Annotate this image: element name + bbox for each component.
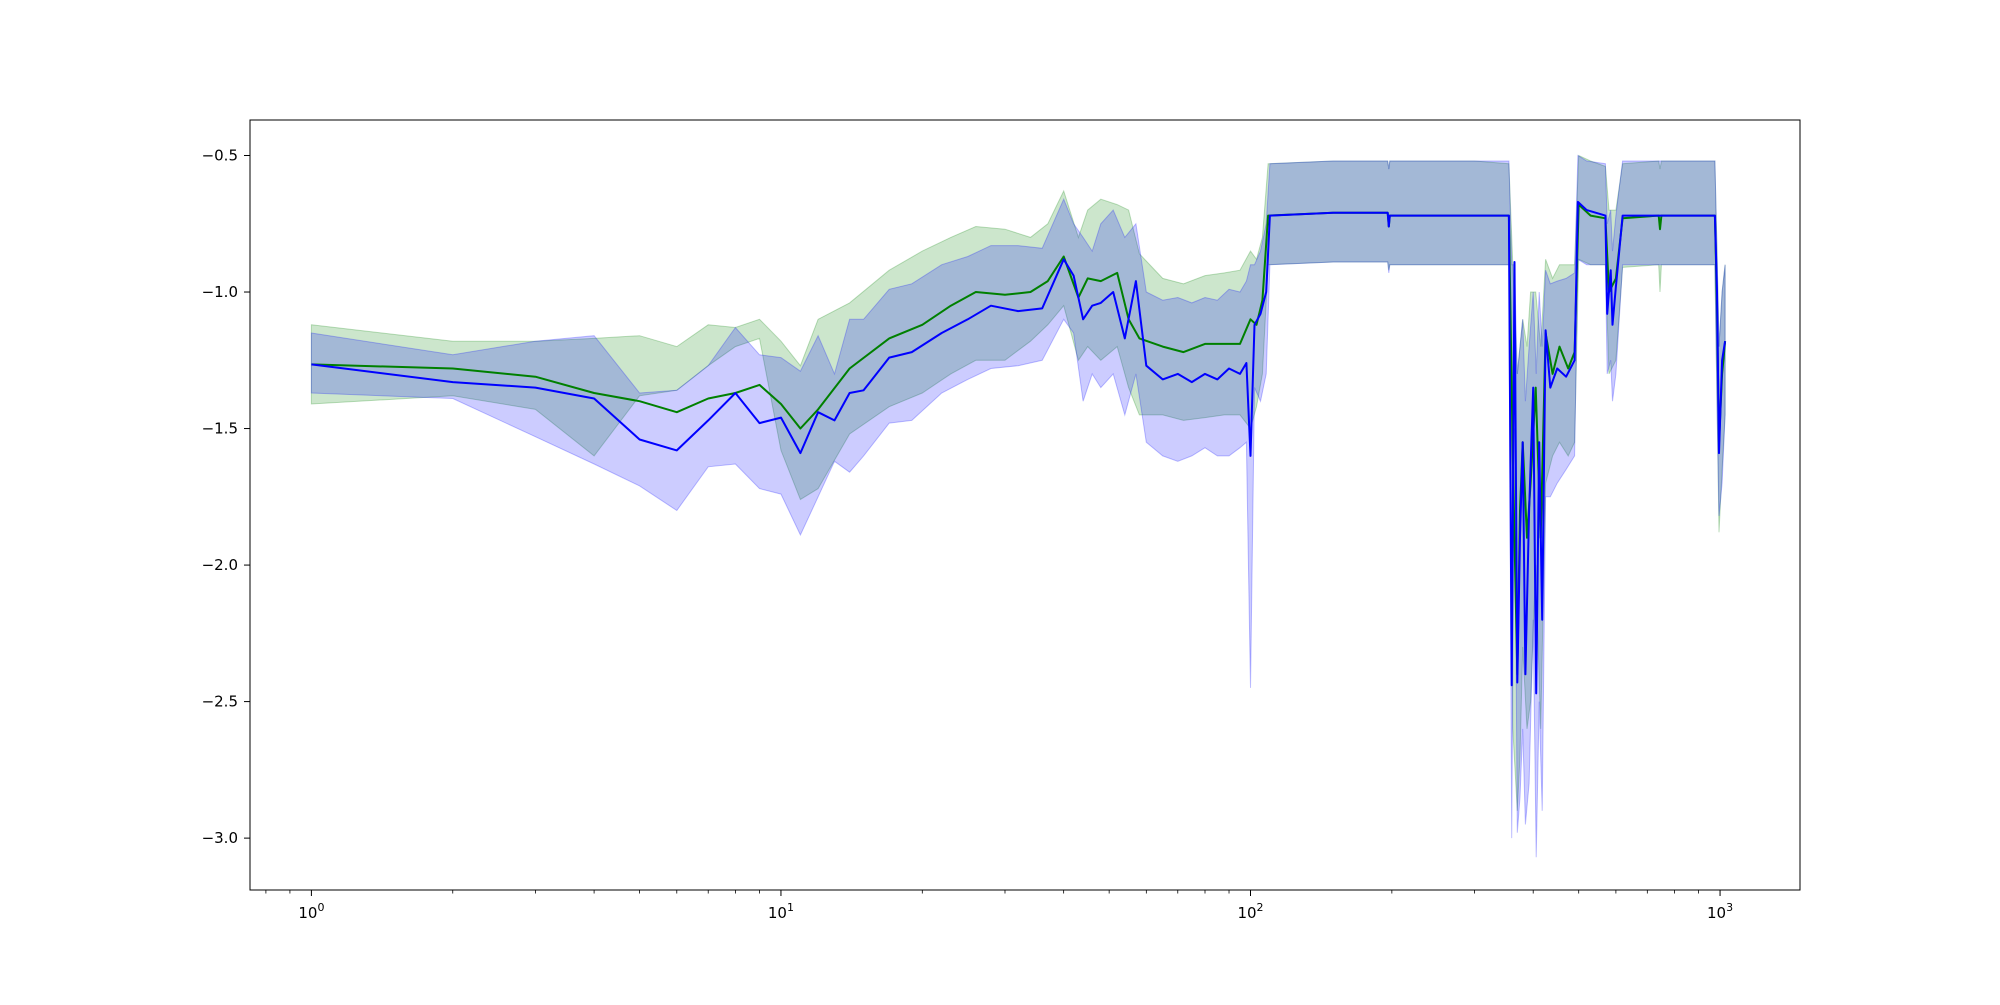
y-axis: −0.5 −1.0 −1.5 −2.0 −2.5 −3.0 xyxy=(202,146,250,847)
x-tick-label: 102 xyxy=(1237,901,1263,922)
y-tick-label: −1.0 xyxy=(202,283,238,301)
series-1-line xyxy=(311,203,1727,676)
y-tick-label: −2.0 xyxy=(202,556,238,574)
x-tick-label: 100 xyxy=(298,901,324,922)
y-tick-label: −2.5 xyxy=(202,693,238,711)
x-tick-label: 101 xyxy=(768,901,794,922)
x-tick-label: 103 xyxy=(1707,901,1733,922)
plot-frame xyxy=(249,119,1801,891)
y-tick-label: −3.0 xyxy=(202,829,238,847)
series-1-band xyxy=(310,154,1726,811)
x-axis: 100 101 102 103 xyxy=(265,890,1733,922)
y-tick-label: −1.5 xyxy=(202,420,238,438)
series-lines xyxy=(311,200,1727,695)
confidence-bands xyxy=(310,154,1726,858)
series-2-band xyxy=(310,154,1726,858)
series-2-line xyxy=(311,200,1727,695)
y-tick-label: −0.5 xyxy=(202,146,238,164)
